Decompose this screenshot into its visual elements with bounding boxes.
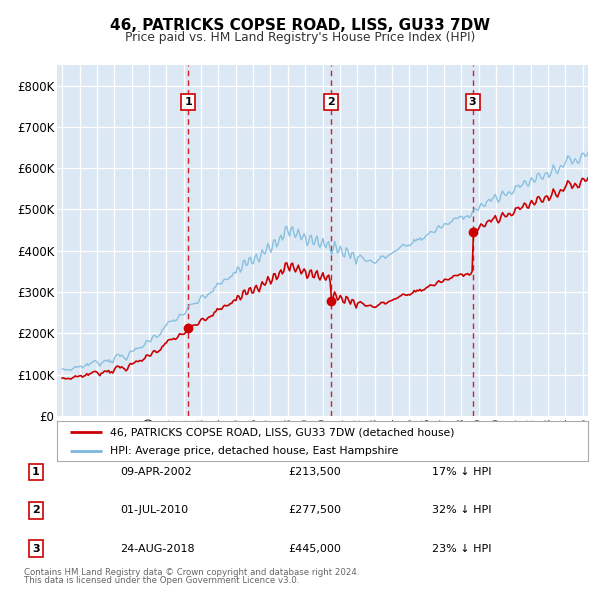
Text: 09-APR-2002: 09-APR-2002 <box>120 467 192 477</box>
Text: £213,500: £213,500 <box>288 467 341 477</box>
Text: 2: 2 <box>328 97 335 107</box>
Text: 24-AUG-2018: 24-AUG-2018 <box>120 544 194 553</box>
Text: Contains HM Land Registry data © Crown copyright and database right 2024.: Contains HM Land Registry data © Crown c… <box>24 568 359 577</box>
Text: £277,500: £277,500 <box>288 506 341 515</box>
Text: This data is licensed under the Open Government Licence v3.0.: This data is licensed under the Open Gov… <box>24 576 299 585</box>
Text: 46, PATRICKS COPSE ROAD, LISS, GU33 7DW (detached house): 46, PATRICKS COPSE ROAD, LISS, GU33 7DW … <box>110 427 455 437</box>
Text: HPI: Average price, detached house, East Hampshire: HPI: Average price, detached house, East… <box>110 447 398 456</box>
Text: 2: 2 <box>32 506 40 515</box>
Text: 3: 3 <box>469 97 476 107</box>
Text: 23% ↓ HPI: 23% ↓ HPI <box>432 544 491 553</box>
Text: £445,000: £445,000 <box>288 544 341 553</box>
Text: 1: 1 <box>184 97 192 107</box>
Text: 01-JUL-2010: 01-JUL-2010 <box>120 506 188 515</box>
Text: 32% ↓ HPI: 32% ↓ HPI <box>432 506 491 515</box>
Text: 1: 1 <box>32 467 40 477</box>
Text: 46, PATRICKS COPSE ROAD, LISS, GU33 7DW: 46, PATRICKS COPSE ROAD, LISS, GU33 7DW <box>110 18 490 32</box>
Text: Price paid vs. HM Land Registry's House Price Index (HPI): Price paid vs. HM Land Registry's House … <box>125 31 475 44</box>
Text: 3: 3 <box>32 544 40 553</box>
Text: 17% ↓ HPI: 17% ↓ HPI <box>432 467 491 477</box>
